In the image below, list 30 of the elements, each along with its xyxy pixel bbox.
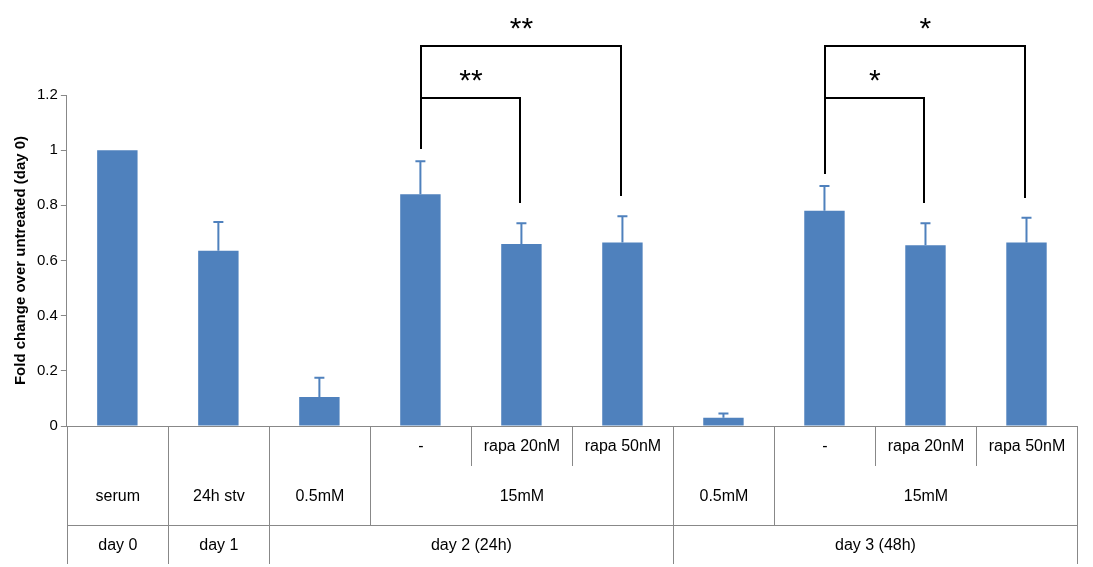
x-tick-label: rapa 20nM	[887, 437, 965, 455]
text: 15mM	[903, 487, 949, 505]
text: day 3 (48h)	[834, 536, 916, 554]
bar	[97, 150, 138, 426]
text: 0.5mM	[295, 487, 345, 505]
text: 0.5mM	[699, 487, 749, 505]
bar	[703, 417, 744, 426]
y-tick-label: 1.2	[36, 85, 58, 103]
y-axis-title: Fold change over untreated (day 0)	[11, 135, 29, 386]
text: day 2 (24h)	[430, 536, 512, 554]
text: *	[918, 11, 933, 45]
y-tick-label: 0.6	[36, 250, 58, 268]
text: 24h stv	[193, 487, 245, 505]
text: day 0	[98, 536, 138, 554]
x-tick-label: -	[822, 437, 828, 455]
x-tick-label: rapa 50nM	[584, 437, 662, 455]
y-tick-label: 0.8	[36, 195, 58, 213]
text: day 1	[199, 536, 239, 554]
x-tick-label: rapa 20nM	[483, 437, 561, 455]
annotation: **	[458, 63, 484, 97]
text: 15mM	[499, 487, 545, 505]
y-tick-label: 0.2	[36, 360, 58, 378]
annotation: *	[868, 63, 882, 97]
text: **	[508, 11, 535, 45]
text: serum	[95, 487, 141, 505]
x-tick-label: -	[418, 437, 424, 455]
x-tick-label: rapa 50nM	[988, 437, 1066, 455]
y-tick-label: 0	[49, 416, 58, 434]
y-tick-label: 1	[49, 140, 58, 158]
y-tick-label: 0.4	[36, 305, 58, 323]
